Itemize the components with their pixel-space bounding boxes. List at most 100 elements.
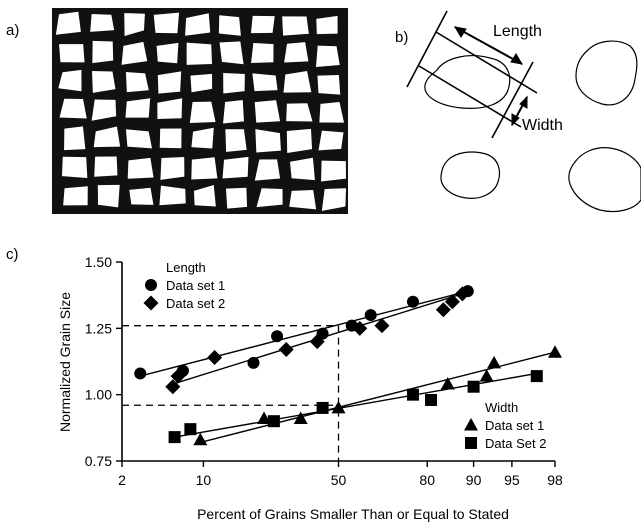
data-point-square	[184, 423, 197, 436]
y-tick-label: 1.25	[85, 320, 112, 336]
legend-marker-circle	[145, 279, 157, 291]
data-point-diamond	[454, 286, 470, 302]
grain-cell	[284, 42, 309, 63]
grain-cell	[319, 102, 345, 123]
data-points	[134, 285, 562, 446]
data-point-circle	[406, 295, 419, 308]
panel-b-grain-diagram	[406, 10, 641, 213]
data-point-diamond	[309, 334, 325, 350]
legend-marker-triangle	[464, 418, 478, 431]
width-arrow-head-top	[519, 95, 528, 109]
grain-cell	[255, 129, 281, 153]
grain-cell	[93, 126, 121, 148]
grain-cell	[157, 98, 183, 120]
x-tick-label: 95	[504, 472, 520, 488]
y-axis-label: Normalized Grain Size	[57, 292, 73, 432]
data-point-square	[467, 380, 480, 393]
grain-cell	[92, 40, 114, 64]
reference-lines	[122, 325, 340, 461]
panel-b-label: b)	[395, 29, 408, 46]
grain-cell	[63, 186, 88, 206]
x-tick-label: 90	[466, 472, 482, 488]
legend-width: Width Data set 1 Data Set 2	[464, 400, 546, 451]
grain-cell	[318, 130, 344, 151]
legend-width-entry-1: Data set 1	[485, 418, 544, 433]
grain-cell	[225, 129, 247, 152]
grain-cell	[58, 69, 82, 92]
grain-cell	[190, 73, 213, 93]
legend-length-entry-1: Data set 1	[166, 278, 225, 293]
grain-cell	[222, 156, 249, 179]
data-point-diamond	[165, 379, 181, 395]
data-point-triangle	[293, 411, 308, 425]
data-point-triangle	[440, 377, 455, 390]
y-tick-label: 1.00	[85, 387, 112, 403]
legend-width-entry-2: Data Set 2	[485, 436, 546, 451]
measured-grain-outline	[424, 55, 511, 109]
data-point-triangle	[331, 400, 346, 414]
data-point-square	[530, 370, 543, 383]
grain-cell	[251, 42, 274, 63]
x-tick-label: 2	[118, 472, 126, 488]
x-tick-label: 50	[331, 472, 347, 488]
width-label: Width	[522, 117, 563, 134]
grain-cell	[185, 13, 211, 36]
data-point-square	[425, 393, 438, 406]
length-label: Length	[493, 23, 542, 40]
data-point-diamond	[278, 342, 294, 358]
data-point-diamond	[352, 320, 368, 336]
x-axis-label: Percent of Grains Smaller Than or Equal …	[197, 506, 509, 522]
grain-cell	[223, 73, 245, 94]
grain-cell	[286, 128, 313, 154]
grain-cell	[59, 98, 87, 119]
trend-line	[174, 372, 537, 438]
legend-marker-diamond	[143, 295, 159, 311]
grain-cell	[250, 15, 275, 34]
grain-cell	[125, 72, 149, 93]
data-point-square	[316, 401, 329, 414]
y-tick-label: 0.75	[85, 453, 112, 469]
grain-cell	[254, 159, 281, 181]
legend-length: Length Data set 1 Data set 2	[143, 260, 225, 311]
grain-cell	[256, 188, 283, 208]
data-point-triangle	[257, 411, 272, 425]
length-limit-line-left	[406, 10, 448, 88]
panel-a-grains	[55, 11, 346, 211]
data-point-square	[168, 431, 181, 444]
width-limit-line-bottom	[418, 65, 522, 128]
grain-cell	[254, 100, 281, 123]
data-point-diamond	[435, 302, 451, 318]
grain-cell	[94, 156, 118, 177]
data-point-diamond	[374, 318, 390, 334]
grain-cell	[315, 45, 340, 67]
grain-cell	[282, 16, 309, 36]
data-point-diamond	[207, 350, 223, 366]
grain-cell	[59, 44, 85, 63]
panel-c-label: c)	[6, 246, 19, 263]
grain-cell	[125, 98, 151, 118]
data-point-circle	[364, 309, 377, 322]
panel-a-label: a)	[6, 22, 19, 39]
x-tick-label: 80	[419, 472, 435, 488]
grain-outline-bottom-left	[440, 151, 501, 199]
grain-cell	[289, 189, 317, 210]
grain-cell	[283, 71, 312, 93]
grain-cell	[316, 15, 338, 35]
grain-cell	[321, 160, 346, 182]
grain-size-chart: 0.75 1.00 1.25 1.50 2 10 50 80 90 95 98 Length Dat…	[57, 254, 563, 522]
y-tick-label: 1.50	[85, 254, 112, 270]
data-point-triangle	[487, 355, 502, 369]
grain-cell	[55, 11, 81, 35]
data-point-triangle	[548, 345, 562, 358]
grain-outline-bottom-right	[568, 147, 641, 213]
data-point-triangle	[479, 369, 494, 382]
chart-axes: 0.75 1.00 1.25 1.50 2 10 50 80 90 95 98	[85, 254, 563, 488]
grain-cell	[91, 99, 117, 121]
grain-outline-top-right	[575, 40, 638, 106]
grain-cell	[97, 184, 120, 208]
legend-marker-square	[465, 437, 477, 449]
data-point-circle	[271, 330, 284, 343]
grain-cell	[153, 12, 180, 34]
legend-length-entry-2: Data set 2	[166, 296, 225, 311]
